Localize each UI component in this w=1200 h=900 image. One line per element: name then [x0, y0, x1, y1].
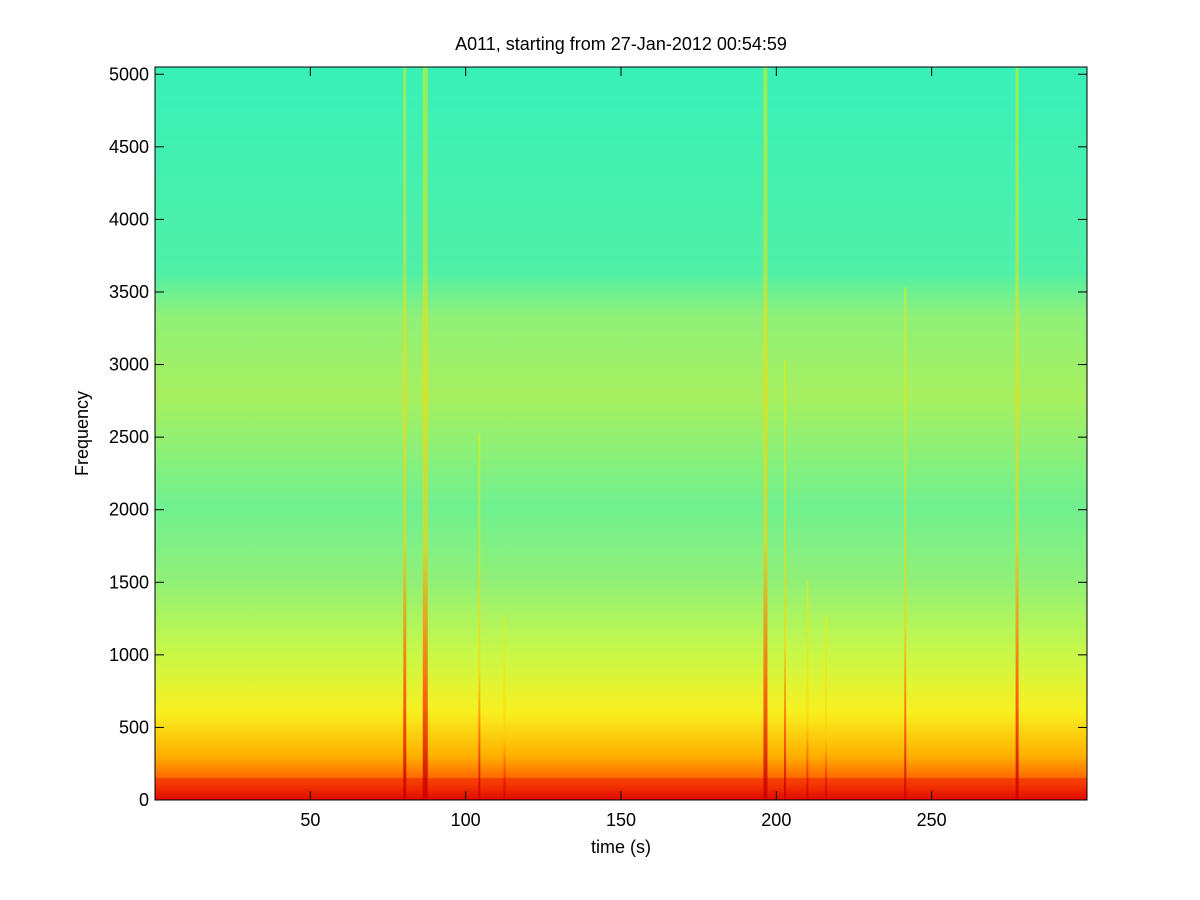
- x-axis-label: time (s): [591, 837, 651, 857]
- x-tick-label: 50: [300, 810, 320, 830]
- y-tick-label: 2000: [109, 500, 149, 520]
- x-tick-label: 150: [606, 810, 636, 830]
- x-tick-label: 100: [451, 810, 481, 830]
- streak: [478, 433, 481, 800]
- y-tick-label: 3000: [109, 355, 149, 375]
- low-band: [155, 778, 1087, 800]
- y-tick-label: 1500: [109, 572, 149, 592]
- streak: [806, 580, 809, 800]
- y-tick-label: 4500: [109, 137, 149, 157]
- y-tick-label: 2500: [109, 427, 149, 447]
- streak: [503, 616, 506, 800]
- x-tick-label: 250: [917, 810, 947, 830]
- y-tick-label: 1000: [109, 645, 149, 665]
- streak: [763, 67, 768, 800]
- streak: [403, 67, 407, 800]
- y-tick-label: 500: [119, 717, 149, 737]
- streak: [825, 616, 828, 800]
- y-tick-label: 0: [139, 790, 149, 810]
- streak: [784, 360, 787, 800]
- y-tick-label: 5000: [109, 64, 149, 84]
- y-tick-label: 3500: [109, 282, 149, 302]
- streak: [904, 286, 907, 800]
- streak: [422, 67, 428, 800]
- streak: [1015, 67, 1019, 800]
- spectrogram-image: [155, 67, 1087, 800]
- plot-area: [155, 67, 1087, 800]
- y-axis-label: Frequency: [72, 391, 92, 476]
- spectrogram-streaks: [155, 67, 1087, 800]
- y-tick-label: 4000: [109, 209, 149, 229]
- chart-title: A011, starting from 27-Jan-2012 00:54:59: [455, 34, 787, 54]
- x-tick-label: 200: [761, 810, 791, 830]
